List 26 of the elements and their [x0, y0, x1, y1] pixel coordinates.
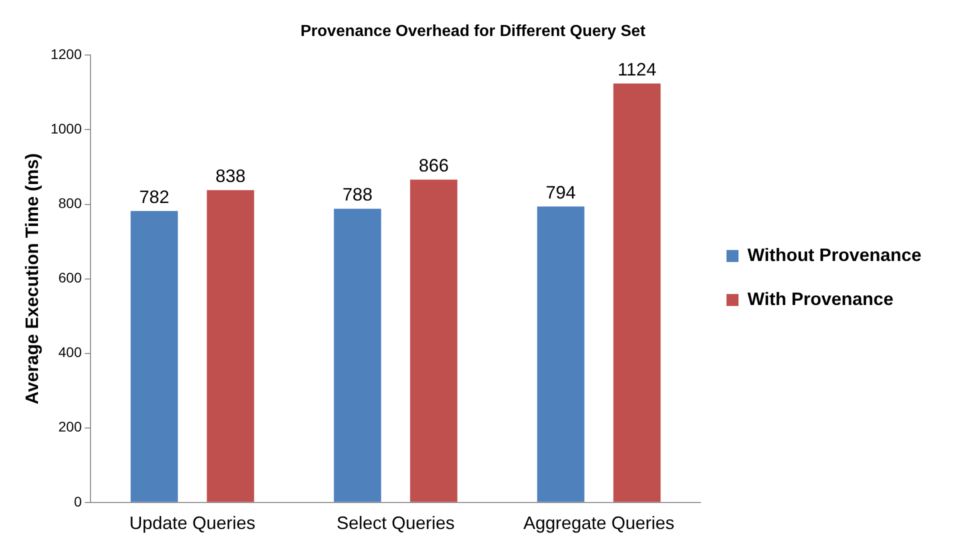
x-tick-label: Update Queries [129, 513, 256, 534]
y-tick-label: 1000 [50, 120, 82, 137]
y-tick-label: 800 [58, 195, 82, 212]
data-label: 788 [342, 184, 373, 205]
y-tick-label: 200 [58, 418, 82, 435]
legend-label: With Provenance [748, 288, 894, 309]
data-label: 1124 [618, 59, 656, 80]
bar [410, 180, 458, 502]
chart-title: Provenance Overhead for Different Query Set [300, 23, 646, 40]
bar [130, 210, 178, 502]
y-tick-label: 0 [74, 493, 82, 510]
bar [334, 208, 382, 502]
bar [613, 84, 661, 502]
legend-label: Without Provenance [748, 244, 922, 265]
x-tick-label: Aggregate Queries [523, 513, 674, 534]
y-axis-title: Average Execution Time (ms) [22, 153, 42, 404]
bar [537, 206, 584, 502]
y-tick-label: 400 [58, 344, 82, 360]
data-label: 866 [418, 156, 449, 176]
data-label: 782 [139, 186, 170, 207]
y-tick-label: 1200 [50, 46, 82, 62]
data-label: 794 [546, 182, 576, 202]
bar [206, 190, 254, 502]
data-label: 838 [215, 166, 246, 186]
x-tick-label: Select Queries [336, 513, 455, 534]
y-tick-label: 600 [58, 270, 82, 286]
